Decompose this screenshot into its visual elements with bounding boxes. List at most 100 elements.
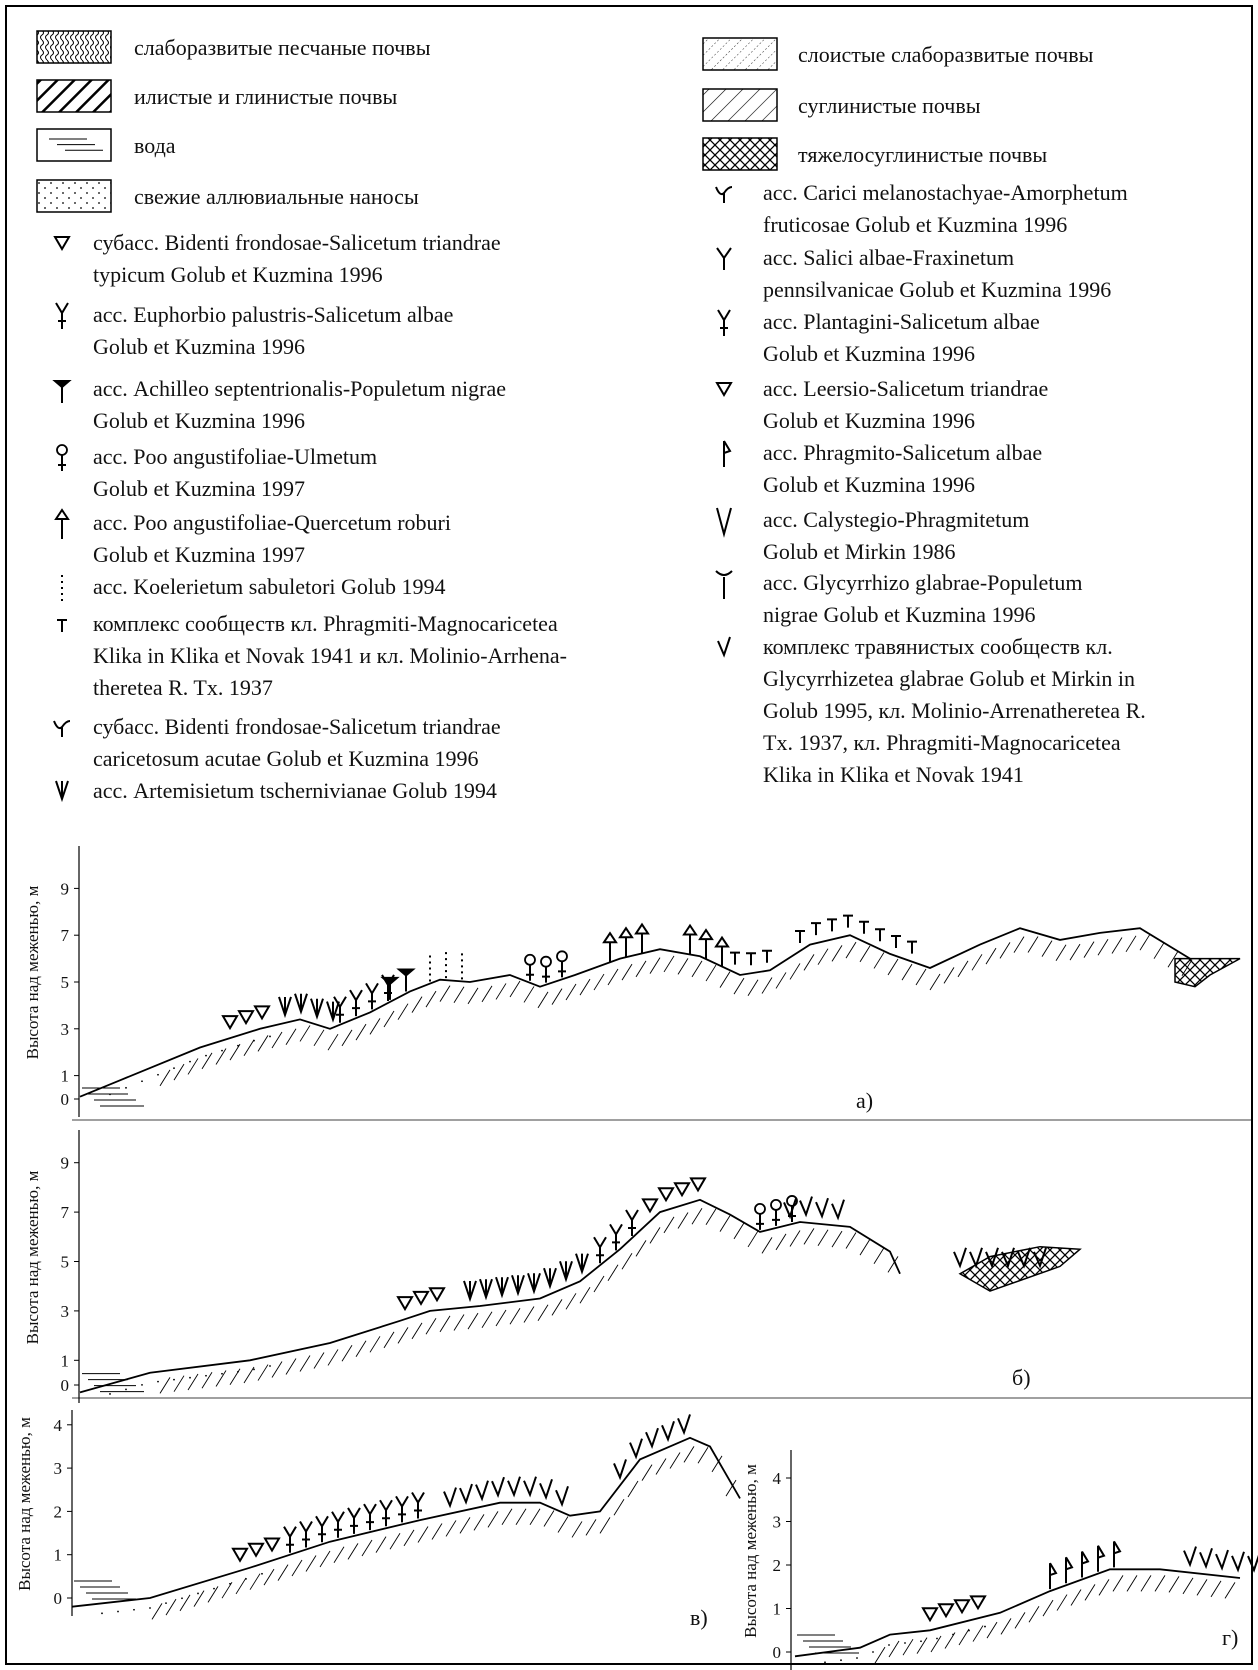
symbol — [508, 1477, 520, 1495]
tick-label: 3 — [61, 1020, 70, 1039]
hatch — [482, 986, 492, 1002]
hatch — [572, 1521, 582, 1537]
symbol — [399, 969, 413, 991]
heavy-loam — [960, 1247, 1080, 1291]
hatch — [342, 1345, 352, 1361]
hatch — [580, 979, 590, 995]
hatch — [1127, 1575, 1137, 1591]
hatch — [790, 1230, 800, 1246]
symbol — [558, 961, 566, 977]
dot — [229, 1583, 231, 1585]
symbol — [233, 1549, 247, 1561]
hatch — [440, 1316, 450, 1332]
symbol — [56, 303, 68, 329]
legend-text: Golub et Kuzmina 1997 — [93, 542, 305, 567]
tick-label: 9 — [61, 1154, 70, 1173]
legend-text: асс. Artemisietum tschernivianae Golub 1… — [93, 778, 497, 803]
dot — [133, 1609, 135, 1611]
symbol — [662, 1421, 674, 1439]
hatch — [272, 1362, 282, 1378]
hatch — [482, 1312, 492, 1328]
hatch — [216, 1370, 226, 1386]
hatch — [692, 961, 702, 977]
symbol — [771, 1200, 781, 1210]
hatch — [684, 1446, 694, 1462]
symbol — [1232, 1552, 1244, 1570]
symbol — [265, 1539, 279, 1551]
hatch — [412, 997, 422, 1013]
hatch — [1197, 1579, 1207, 1595]
hatch — [166, 1599, 176, 1615]
dot — [253, 1040, 255, 1042]
symbol — [843, 916, 853, 928]
legend-text: асс. Phragmito-Salicetum albae — [763, 440, 1042, 465]
symbol — [295, 994, 307, 1012]
hatch — [152, 1603, 162, 1619]
symbol — [772, 1210, 780, 1226]
hatch — [1028, 937, 1038, 953]
symbol — [816, 1198, 828, 1216]
hatch — [370, 1336, 380, 1352]
symbol — [762, 951, 772, 963]
legend-text: Golub et Kuzmina 1996 — [763, 408, 975, 433]
dot — [840, 1659, 842, 1661]
hatch — [1112, 937, 1122, 953]
dot — [920, 1640, 922, 1642]
hatch — [748, 980, 758, 996]
hatch — [356, 1024, 366, 1040]
legend-text: тяжелосуглинистые почвы — [798, 142, 1047, 167]
symbol — [300, 1522, 312, 1548]
hatch — [314, 1352, 324, 1368]
symbol — [630, 1439, 642, 1457]
hatch — [314, 1030, 324, 1046]
legend-text: комплекс травянистых сообществ кл. — [763, 634, 1113, 659]
hatch — [698, 1447, 708, 1463]
hatch — [510, 981, 520, 997]
symbol — [827, 919, 837, 931]
legend-text: асс. Achilleo septentrionalis-Populetum … — [93, 376, 506, 401]
hatch — [594, 974, 604, 990]
symbol — [716, 187, 732, 203]
symbol — [700, 930, 712, 959]
hatch — [202, 1053, 212, 1069]
hatch — [818, 1230, 828, 1246]
symbol — [716, 938, 728, 967]
hatch — [903, 1639, 913, 1655]
hatch — [552, 989, 562, 1005]
legend-text: асс. Plantagini-Salicetum albae — [763, 309, 1040, 334]
dot — [157, 1381, 159, 1383]
tick-label: 2 — [773, 1556, 782, 1575]
dot — [117, 1611, 119, 1613]
panel-label: а) — [856, 1088, 873, 1113]
symbol — [718, 637, 730, 655]
legend-text: Klika in Klika et Novak 1941 и кл. Molin… — [93, 643, 567, 668]
hatch — [530, 1509, 540, 1525]
dot — [237, 1371, 239, 1373]
hatch — [370, 1018, 380, 1034]
symbol — [350, 990, 362, 1016]
hatch — [1169, 1576, 1179, 1592]
hatch — [1029, 1606, 1039, 1622]
hatch — [544, 1510, 554, 1526]
hatch — [678, 958, 688, 974]
hatch — [328, 1349, 338, 1365]
symbol — [1098, 1546, 1104, 1572]
hatch — [818, 949, 828, 965]
hatch — [222, 1582, 232, 1598]
hatch — [488, 1511, 498, 1527]
dot — [269, 1365, 271, 1367]
symbol — [717, 248, 731, 270]
hatch — [194, 1591, 204, 1607]
symbol — [832, 1200, 844, 1218]
hatch — [496, 983, 506, 999]
hatch — [244, 1367, 254, 1383]
hatch — [446, 1520, 456, 1536]
hatch — [272, 1032, 282, 1048]
hatch — [440, 986, 450, 1002]
symbol — [746, 953, 756, 965]
symbol — [560, 1261, 572, 1279]
hatch — [1155, 1575, 1165, 1591]
hatch — [656, 1459, 666, 1475]
hatch — [832, 945, 842, 961]
hatch — [636, 1240, 646, 1256]
